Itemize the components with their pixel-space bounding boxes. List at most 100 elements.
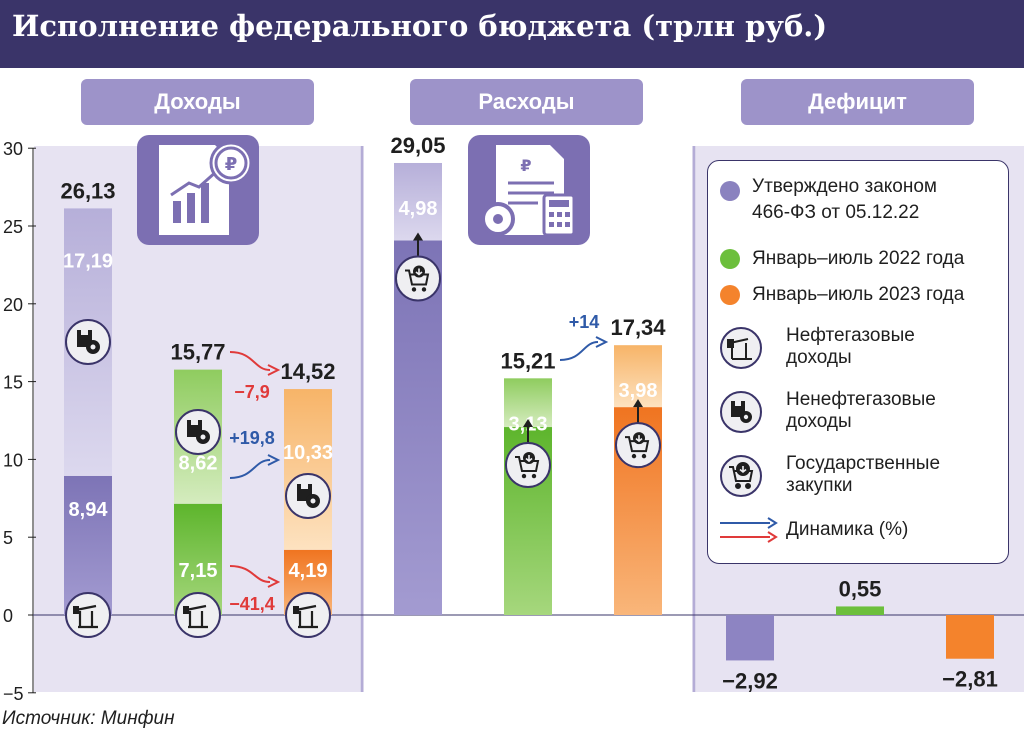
icon-procurement-law-coin-arrow [415, 268, 423, 276]
legend-label-procurement-line2: закупки [786, 475, 853, 496]
arrow-revenue-oil [229, 565, 271, 583]
label-deficit-law: −2,92 [722, 668, 778, 693]
dynamics-expenses-total: +14 [569, 312, 600, 332]
icon-oil-2023-head [293, 606, 299, 614]
icon-oil-2022-head [183, 606, 189, 614]
y-tick-label-4: 10 [3, 450, 23, 470]
bar-expenses-procurement-2023 [614, 345, 662, 408]
arrow-procurement-2022-head [523, 419, 533, 428]
icon-oil-law-shape [75, 604, 98, 629]
label-expenses-procurement-2023: 3,98 [619, 380, 658, 402]
oil-derrick-icon [720, 327, 762, 369]
dynamics-revenue-oil: −41,4 [229, 594, 275, 614]
label-revenue-non-oil-law: 17,19 [63, 251, 113, 273]
y-tick-label-1: 25 [3, 217, 23, 237]
arrow-expenses-total [559, 341, 599, 361]
arrow-revenue-total [229, 351, 271, 371]
page-title: Исполнение федерального бюджета (трлн ру… [12, 9, 828, 43]
label-revenue-non-oil-2022: 8,62 [179, 453, 218, 475]
legend: Утверждено законом 466-ФЗ от 05.12.22 Ян… [707, 160, 1009, 564]
icon-procurement-2022 [505, 442, 551, 489]
arrow-revenue-non-oil-head [267, 454, 281, 466]
y-tick-label-6: 0 [3, 606, 13, 626]
icon-oil-2023-shape [295, 604, 318, 629]
legend-label-procurement-line1: Государственные [786, 453, 941, 474]
legend-label-oil-gas-line1: Нефтегазовые [786, 325, 915, 346]
dynamics-revenue-total: −7,9 [234, 382, 270, 402]
icon-non-oil-2023 [285, 473, 331, 519]
svg-text:₽: ₽ [520, 156, 531, 175]
y-tick-label-3: 15 [3, 373, 23, 393]
icon-procurement-law-cart [405, 269, 430, 286]
label-expenses-total-2023: 17,34 [610, 315, 666, 340]
icon-procurement-2022-wheel-2 [531, 473, 537, 479]
icon-procurement-law-wheel-1 [411, 287, 417, 292]
bar-deficit-law [726, 615, 774, 661]
legend-label-non-oil-gas-line2: доходы [786, 411, 852, 432]
icon-procurement-2023 [615, 422, 661, 469]
dynamics-revenue-non-oil: +19,8 [229, 428, 275, 448]
bar-deficit-2023 [946, 615, 994, 659]
icon-non-oil-2022-gear-hole [200, 434, 206, 440]
bar-revenue-oil-law [64, 475, 112, 615]
legend-label-law-line1: Утверждено законом [752, 176, 937, 197]
y-tick-label-0: 30 [3, 139, 23, 159]
legend-label-oil-gas-line2: доходы [786, 347, 852, 368]
legend-label-non-oil-gas-line1: Ненефтегазовые [786, 389, 936, 410]
icon-procurement-law-wheel-2 [421, 287, 427, 292]
svg-text:₽: ₽ [225, 154, 238, 175]
label-expenses-procurement-law: 4,98 [399, 198, 438, 220]
icon-oil-2022-shape [185, 604, 208, 629]
icon-procurement-2023-wheel-2 [641, 453, 647, 459]
shopping-cart-icon [720, 455, 762, 497]
y-tick-label-5: 5 [3, 528, 13, 548]
label-revenue-total-2022: 15,77 [170, 340, 225, 365]
icon-procurement-law [395, 255, 441, 302]
icon-procurement-2022-coin-arrow [525, 455, 533, 463]
label-revenue-oil-2022: 7,15 [179, 560, 218, 582]
label-revenue-non-oil-2023: 10,33 [283, 442, 333, 464]
section-label-expenses: Расходы [410, 79, 643, 125]
arrow-procurement-2023-head [633, 399, 643, 408]
legend-label-2023: Январь–июль 2023 года [752, 284, 965, 305]
bar-expenses-procurement-law [394, 162, 442, 241]
label-expenses-total-law: 29,05 [390, 133, 445, 158]
icon-procurement-2023-cart [625, 436, 650, 453]
icon-oil-2022 [175, 592, 221, 638]
label-expenses-total-2022: 15,21 [500, 348, 555, 373]
icon-oil-2023 [285, 592, 331, 638]
icon-non-oil-2023-gear-hole [310, 498, 316, 504]
icon-procurement-2023-coin-arrow [635, 435, 643, 443]
legend-label-2022: Январь–июль 2022 года [752, 248, 965, 269]
source-note: Источник: Минфин [2, 708, 175, 729]
arrow-procurement-law-head [413, 232, 423, 241]
label-revenue-oil-law: 8,94 [69, 499, 109, 521]
icon-non-oil-law-gear-hole [90, 344, 96, 350]
y-tick-label-7: −5 [3, 684, 24, 704]
arrow-revenue-oil-head [267, 576, 281, 588]
icon-non-oil-law-doc-notch [81, 330, 88, 335]
icon-procurement-law-bg [395, 255, 441, 302]
icon-procurement-2022-wheel-1 [521, 473, 527, 479]
icon-non-oil-2022 [175, 409, 221, 455]
bar-revenue-non-oil-2023 [284, 389, 332, 550]
icon-non-oil-2022-doc-notch [191, 420, 198, 425]
legend-label-dynamics: Динамика (%) [786, 519, 909, 540]
icon-procurement-2022-cart [515, 456, 540, 473]
icon-procurement-2022-bg [505, 442, 551, 489]
legend-swatch-2023 [720, 285, 740, 305]
label-revenue-oil-2023: 4,19 [289, 560, 328, 582]
arrow-expenses-total-head [595, 336, 609, 348]
icon-procurement-2023-bg [615, 422, 661, 469]
icon-oil-2023-bg [285, 592, 331, 638]
bar-expenses-procurement-2022 [504, 378, 552, 428]
non-oil-gear-icon [720, 391, 762, 433]
icon-non-oil-law [65, 319, 111, 365]
bar-deficit-2022 [836, 606, 884, 615]
icon-oil-2022-bg [175, 592, 221, 638]
legend-label-law-line2: 466-ФЗ от 05.12.22 [752, 202, 920, 223]
label-revenue-total-law: 26,13 [60, 178, 115, 203]
arrow-revenue-non-oil [229, 459, 271, 479]
revenue-chart-icon: ₽ [137, 135, 259, 245]
arrow-revenue-total-head [267, 364, 281, 376]
